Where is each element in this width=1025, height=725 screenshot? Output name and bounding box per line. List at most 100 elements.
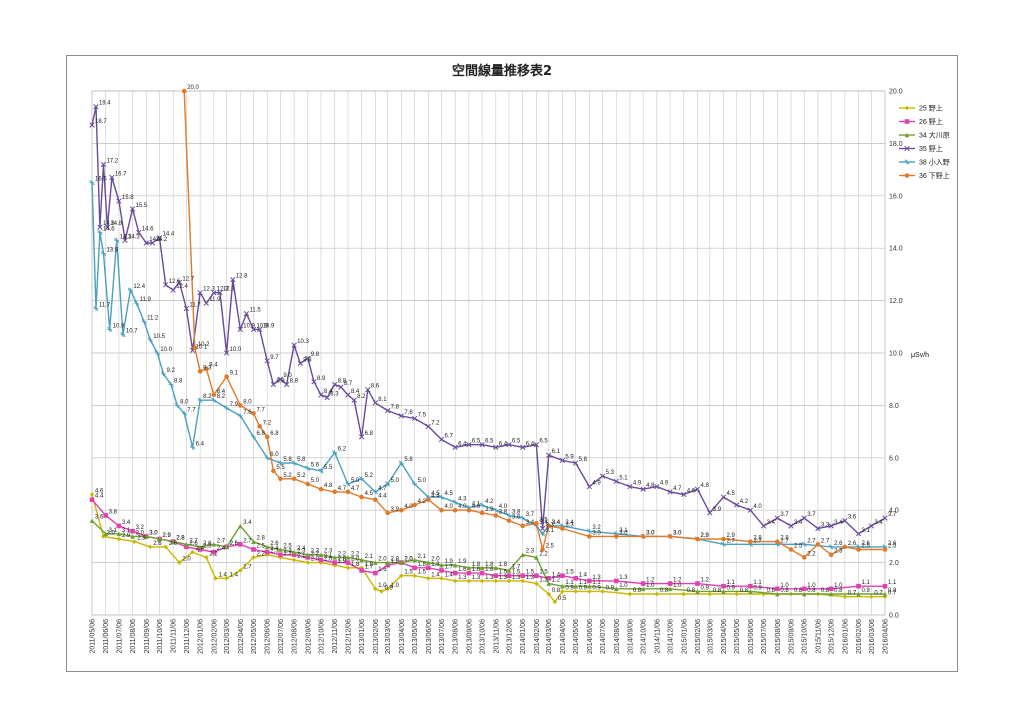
data-label: 2.5 [888, 544, 897, 550]
chart-frame: 空間線量推移表2 4.6 3.0 2.9 2.8 2.6 2.6 2.0 2.4 2.2 1.4 1… [66, 55, 958, 672]
data-label: 10.2 [198, 342, 210, 348]
point-marker [520, 552, 526, 558]
data-label: 8.8 [174, 378, 183, 384]
data-label: 8.9 [317, 376, 326, 382]
data-label: 8.1 [378, 397, 387, 403]
data-label: 4.5 [431, 491, 440, 497]
point-marker [586, 528, 592, 534]
point-marker [345, 489, 351, 495]
data-label: 14.3 [128, 234, 140, 240]
point-marker [869, 594, 874, 599]
point-marker [546, 523, 552, 529]
point-marker [720, 541, 727, 547]
point-marker [217, 290, 223, 296]
point-marker [345, 560, 351, 565]
data-label: 6.4 [499, 441, 508, 447]
x-tick-label: 2015/06/06 [748, 619, 755, 654]
data-label: 5.3 [606, 470, 615, 476]
data-label: 4.5 [445, 491, 454, 497]
point-marker [116, 198, 122, 204]
data-label: 1.8 [365, 562, 374, 568]
data-label: 0.9 [700, 585, 709, 591]
point-marker [627, 591, 633, 597]
data-label: 2.0 [431, 557, 440, 563]
data-label: 2.6 [153, 541, 162, 547]
point-marker [278, 552, 283, 558]
point-marker [297, 360, 303, 367]
data-label: 0.8 [807, 588, 816, 594]
point-marker [211, 549, 217, 555]
point-marker [332, 560, 338, 565]
point-marker [828, 591, 834, 597]
data-label: 3.2 [136, 525, 145, 531]
x-tick-label: 2014/01/06 [520, 619, 527, 654]
point-marker [379, 589, 384, 594]
data-label: 4.8 [700, 483, 709, 489]
data-label: 1.2 [673, 578, 682, 584]
point-marker [100, 250, 107, 257]
data-label: 0.8 [834, 588, 843, 594]
data-label: 2.5 [257, 544, 266, 550]
data-label: 3.1 [109, 528, 118, 534]
data-label: 4.7 [351, 486, 360, 492]
point-marker [425, 565, 431, 571]
point-marker [305, 355, 311, 361]
data-label: 1.9 [458, 559, 467, 565]
data-label: 3.8 [499, 509, 508, 515]
data-label: 3.8 [109, 509, 118, 515]
point-marker [452, 562, 458, 568]
data-label: 2.6 [203, 541, 212, 547]
point-marker [338, 384, 344, 390]
point-marker [283, 381, 290, 388]
data-label: 2.2 [807, 551, 816, 557]
data-label: 3.4 [539, 520, 548, 526]
data-label: 7.2 [263, 420, 272, 426]
point-marker [160, 371, 167, 377]
point-marker [654, 483, 660, 490]
point-marker [114, 237, 120, 243]
grid [91, 90, 886, 616]
point-marker [250, 326, 257, 333]
data-label: 1.0 [378, 583, 387, 589]
x-tick-label: 2011/10/06 [157, 619, 164, 654]
point-marker [479, 565, 485, 571]
point-marker [493, 507, 499, 513]
x-tick-label: 2013/01/06 [359, 619, 366, 654]
data-label: 6.7 [445, 433, 454, 439]
data-label: 2.3 [311, 549, 320, 555]
point-marker [176, 279, 183, 285]
data-label: 2.6 [270, 541, 279, 547]
point-marker [534, 573, 539, 578]
x-tick-label: 2011/12/06 [184, 619, 191, 654]
data-label: 2.2 [338, 551, 347, 557]
x-tick-label: 2014/08/06 [614, 619, 621, 654]
data-label: 1.3 [619, 575, 628, 581]
point-marker [540, 547, 545, 552]
data-label: 11.2 [147, 316, 159, 322]
data-label: 2.9 [726, 533, 735, 539]
point-marker [627, 483, 633, 490]
point-marker [103, 513, 108, 518]
data-label: 2.0 [324, 557, 333, 563]
data-label: 6.5 [512, 439, 521, 445]
data-label: 7.6 [243, 410, 252, 416]
data-label: 0.8 [633, 588, 642, 594]
x-tick-label: 2014/02/06 [534, 619, 541, 654]
legend-label: 36 下野上 [919, 171, 950, 180]
point-marker [815, 541, 821, 547]
axes: 0.0 2.0 4.0 6.0 8.0 10.0 12.0 14.0 16.0 18.0 20.0 2… [90, 89, 903, 655]
point-marker [97, 229, 103, 236]
point-marker [107, 326, 113, 333]
point-marker [305, 555, 311, 560]
data-label: 7.6 [404, 410, 413, 416]
data-label: 4.9 [660, 481, 669, 487]
data-label: 5.8 [579, 457, 588, 463]
point-marker [425, 423, 431, 430]
point-marker [721, 583, 726, 589]
data-label: 12.3 [217, 287, 229, 293]
point-marker [748, 589, 753, 594]
data-label: 2.2 [539, 551, 548, 557]
point-marker [130, 528, 135, 534]
data-label: 9.4 [209, 363, 218, 369]
point-marker [613, 534, 619, 539]
